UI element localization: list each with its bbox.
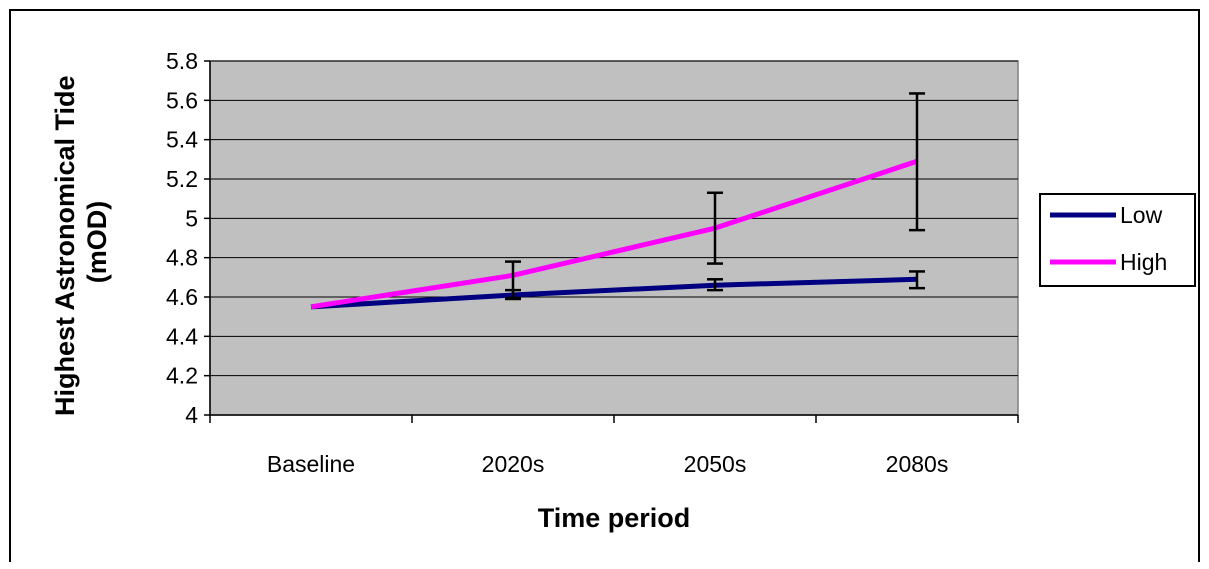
x-tick-label: 2080s [886, 451, 949, 477]
error-bar-high [505, 260, 521, 300]
x-tick-label: Baseline [267, 451, 355, 477]
y-tick-label: 5.4 [166, 127, 198, 153]
y-tick-label: 5 [185, 205, 198, 231]
error-bar-high [707, 191, 723, 265]
y-axis-title-line-2: (mOD) [82, 201, 112, 284]
series-lines [310, 158, 918, 310]
gridlines [210, 60, 1018, 377]
y-tick-label: 4 [185, 402, 198, 428]
series-line-high [310, 158, 918, 310]
legend-label-low: Low [1120, 202, 1163, 228]
y-tick-label: 4.6 [166, 284, 198, 310]
legend-label-high: High [1120, 249, 1167, 275]
y-tick-label: 5.2 [166, 166, 198, 192]
y-axis-title-line-1: Highest Astronomical Tide [50, 75, 80, 416]
x-axis-title: Time period [538, 503, 691, 533]
x-tick-labels: Baseline 2020s 2050s 2080s [267, 451, 948, 477]
y-tick-label: 4.8 [166, 245, 198, 271]
y-tick-labels: 4 4.2 4.4 4.6 4.8 5 5.2 5.4 5.6 5.8 [166, 48, 198, 428]
y-tick-label: 4.2 [166, 363, 198, 389]
axes [204, 60, 1019, 423]
y-tick-label: 5.6 [166, 87, 198, 113]
error-bar-high [909, 92, 925, 232]
x-tick-label: 2020s [482, 451, 545, 477]
y-tick-label: 5.8 [166, 48, 198, 74]
error-bar-low [909, 270, 925, 290]
legend-box [1039, 193, 1196, 287]
plot-area [209, 60, 1019, 416]
y-axis-title: Highest Astronomical Tide (mOD) [50, 68, 112, 416]
chart-border [9, 9, 1200, 562]
y-tick-label: 4.4 [166, 323, 198, 349]
error-bar-low [707, 278, 723, 292]
error-bars [505, 92, 925, 301]
series-line-low [310, 276, 918, 310]
legend: Low High [1039, 193, 1196, 287]
x-tick-label: 2050s [684, 451, 747, 477]
